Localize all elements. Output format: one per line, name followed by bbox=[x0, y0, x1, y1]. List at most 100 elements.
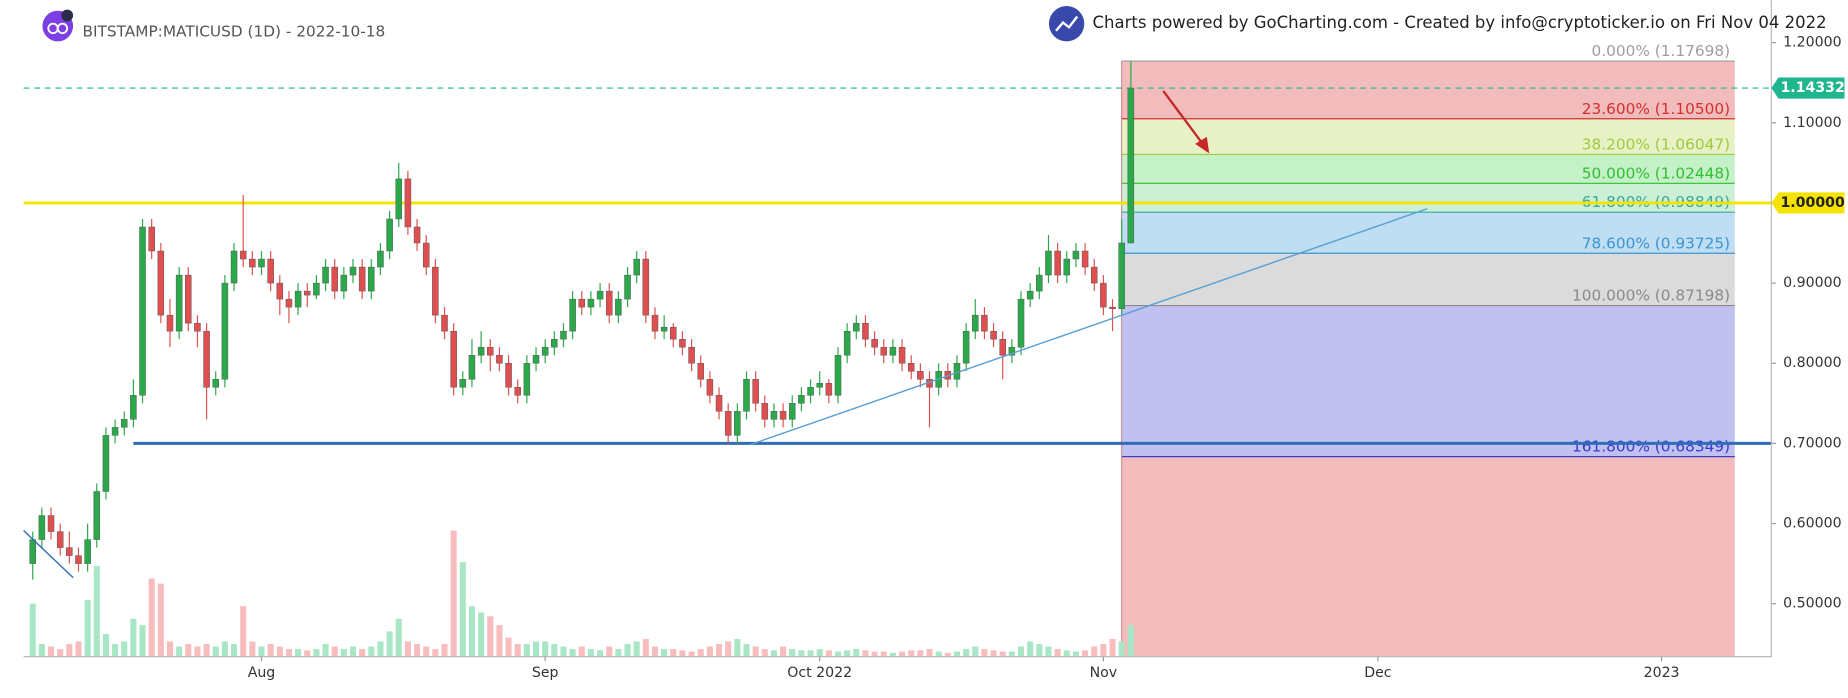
fib-zone bbox=[1121, 456, 1735, 657]
volume-bar bbox=[130, 618, 137, 657]
volume-bar bbox=[285, 649, 292, 657]
volume-bar bbox=[84, 599, 91, 657]
volume-bar bbox=[1036, 644, 1043, 657]
candle-body bbox=[615, 298, 622, 316]
candle-body bbox=[157, 250, 165, 316]
candle-body bbox=[734, 411, 741, 436]
volume-bar bbox=[972, 646, 979, 657]
volume-bar bbox=[597, 650, 604, 657]
volume-bar bbox=[1045, 646, 1052, 657]
volume-bar bbox=[203, 644, 210, 657]
candle-body bbox=[651, 314, 659, 332]
candle-body bbox=[724, 411, 732, 436]
candle-body bbox=[587, 298, 595, 308]
axes: 1.20000 1.10000 1.00000 0.90000 0.80000 0.700… bbox=[23, 0, 1845, 681]
candle-body bbox=[203, 330, 210, 388]
candle-body bbox=[706, 379, 714, 396]
y-tick-label: 1.10000 bbox=[1783, 115, 1841, 131]
volume-bar bbox=[249, 641, 256, 657]
candle-body bbox=[523, 363, 531, 396]
volume-bar bbox=[899, 651, 906, 657]
volume-bar bbox=[944, 652, 951, 657]
price-box bbox=[1771, 192, 1845, 214]
volume-bar bbox=[514, 644, 521, 657]
candle-body bbox=[779, 411, 787, 420]
candle-body bbox=[368, 266, 375, 292]
candle-body bbox=[66, 547, 73, 556]
volume-bar bbox=[441, 644, 448, 657]
candle-body bbox=[871, 338, 878, 348]
volume-bar bbox=[880, 651, 887, 657]
candle-body bbox=[688, 346, 695, 364]
candle-body bbox=[514, 387, 521, 396]
candle-body bbox=[130, 395, 137, 420]
volume-bar bbox=[157, 583, 164, 657]
volume-bar bbox=[258, 646, 265, 657]
candle-body bbox=[843, 330, 851, 356]
candle-body bbox=[1127, 87, 1135, 244]
volume-bar bbox=[478, 612, 485, 657]
volume-bar bbox=[569, 649, 576, 657]
candle-body bbox=[633, 258, 640, 276]
volume-bar bbox=[578, 646, 585, 657]
volume-bar bbox=[963, 649, 970, 657]
volume-bar bbox=[176, 646, 183, 657]
candle-body bbox=[505, 363, 512, 388]
x-tick-label: Aug bbox=[248, 665, 276, 681]
price-box bbox=[1771, 77, 1845, 99]
candle-body bbox=[47, 515, 55, 532]
volume-bar bbox=[1008, 651, 1015, 657]
volume-bar bbox=[368, 646, 375, 657]
candle-body bbox=[221, 282, 229, 380]
candle-body bbox=[798, 395, 805, 404]
candle-body bbox=[541, 346, 549, 356]
candle-body bbox=[358, 266, 366, 292]
volume-bar bbox=[404, 641, 411, 657]
volume-bar bbox=[734, 638, 741, 657]
volume-bar bbox=[48, 646, 55, 657]
candle-body bbox=[1008, 346, 1016, 356]
candle-body bbox=[1063, 258, 1071, 276]
volume-bar bbox=[423, 646, 430, 657]
candle-body bbox=[322, 266, 329, 284]
volume-bar bbox=[844, 650, 851, 657]
candle-body bbox=[560, 330, 567, 340]
volume-bar bbox=[770, 650, 777, 657]
volume-bar bbox=[185, 644, 192, 657]
y-tick-label: 0.60000 bbox=[1783, 516, 1841, 532]
candle-body bbox=[825, 383, 833, 396]
candle-body bbox=[185, 274, 192, 324]
credit: Charts powered by GoCharting.com - Creat… bbox=[1093, 13, 1827, 32]
volume-bar bbox=[1054, 649, 1061, 657]
fib-label: 161.800% (0.68349) bbox=[1572, 438, 1730, 456]
volume-bar bbox=[468, 606, 475, 657]
x-tick-label: Nov bbox=[1090, 665, 1118, 681]
candle-body bbox=[1045, 250, 1052, 276]
price-box-label: 1.14332 bbox=[1780, 80, 1844, 96]
candle-body bbox=[907, 363, 915, 372]
volume-bar bbox=[560, 646, 567, 657]
trend-line bbox=[23, 529, 74, 579]
x-tick-label: Dec bbox=[1364, 665, 1391, 681]
candle-body bbox=[496, 354, 503, 364]
candle-body bbox=[75, 555, 82, 564]
volume-bar bbox=[725, 641, 732, 657]
volume-bar bbox=[240, 606, 247, 657]
y-tick-label: 0.50000 bbox=[1783, 596, 1841, 612]
candle-body bbox=[551, 338, 558, 348]
candle-body bbox=[853, 322, 860, 332]
candle-body bbox=[1090, 266, 1098, 284]
candle-body bbox=[313, 282, 320, 296]
candle-body bbox=[679, 338, 686, 348]
volume-bar bbox=[459, 562, 466, 657]
candle-body bbox=[120, 419, 128, 428]
volume-bar bbox=[551, 644, 558, 657]
volume-bar bbox=[908, 650, 915, 657]
volume-bar bbox=[505, 637, 512, 657]
volume-bar bbox=[1017, 646, 1025, 657]
candle-body bbox=[605, 290, 613, 316]
candle-body bbox=[395, 178, 403, 220]
candle-body bbox=[111, 427, 119, 436]
